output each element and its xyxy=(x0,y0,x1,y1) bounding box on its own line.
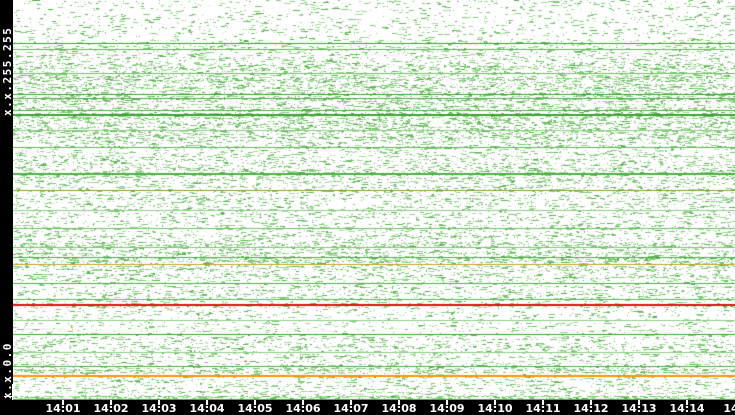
x-tick-label: 14:13 xyxy=(621,402,657,415)
x-tick-label: 14:02 xyxy=(93,402,129,415)
x-tick-label: 14:08 xyxy=(381,402,417,415)
x-tick-mark xyxy=(398,400,400,405)
x-tick-label: 14 xyxy=(723,402,735,415)
axis-corner-horizontal xyxy=(4,396,13,397)
x-tick-label: 14:03 xyxy=(141,402,177,415)
x-tick-mark xyxy=(350,400,352,405)
x-tick-mark xyxy=(494,400,496,405)
x-tick-mark xyxy=(158,400,160,405)
left-axis-bar xyxy=(0,0,13,415)
x-tick-mark xyxy=(686,400,688,405)
x-tick-mark xyxy=(302,400,304,405)
x-tick-label: 14:06 xyxy=(285,402,321,415)
bottom-axis-bar: 14:01 14:02 14:03 14:04 14:05 14:06 14:07 14:08… xyxy=(0,400,735,415)
x-tick-label: 14:10 xyxy=(477,402,513,415)
x-tick-label: 14:12 xyxy=(573,402,609,415)
x-tick-mark xyxy=(542,400,544,405)
x-tick-label: 14:09 xyxy=(429,402,465,415)
x-tick-label: 14:01 xyxy=(45,402,81,415)
scatter-plot-canvas xyxy=(13,0,735,400)
x-tick-mark xyxy=(254,400,256,405)
x-tick-label: 14:05 xyxy=(237,402,273,415)
x-tick-label: 14:04 xyxy=(189,402,225,415)
x-tick-mark xyxy=(110,400,112,405)
axis-corner-vertical xyxy=(12,384,13,400)
x-tick-label: 14:07 xyxy=(333,402,369,415)
x-tick-label: 14:11 xyxy=(525,402,561,415)
x-tick-mark xyxy=(446,400,448,405)
x-tick-label: 14:14 xyxy=(669,402,705,415)
x-tick-mark xyxy=(206,400,208,405)
x-tick-mark xyxy=(638,400,640,405)
x-tick-mark xyxy=(62,400,64,405)
x-tick-mark xyxy=(590,400,592,405)
y-axis-label-top: x.x.255.255 xyxy=(1,26,14,116)
